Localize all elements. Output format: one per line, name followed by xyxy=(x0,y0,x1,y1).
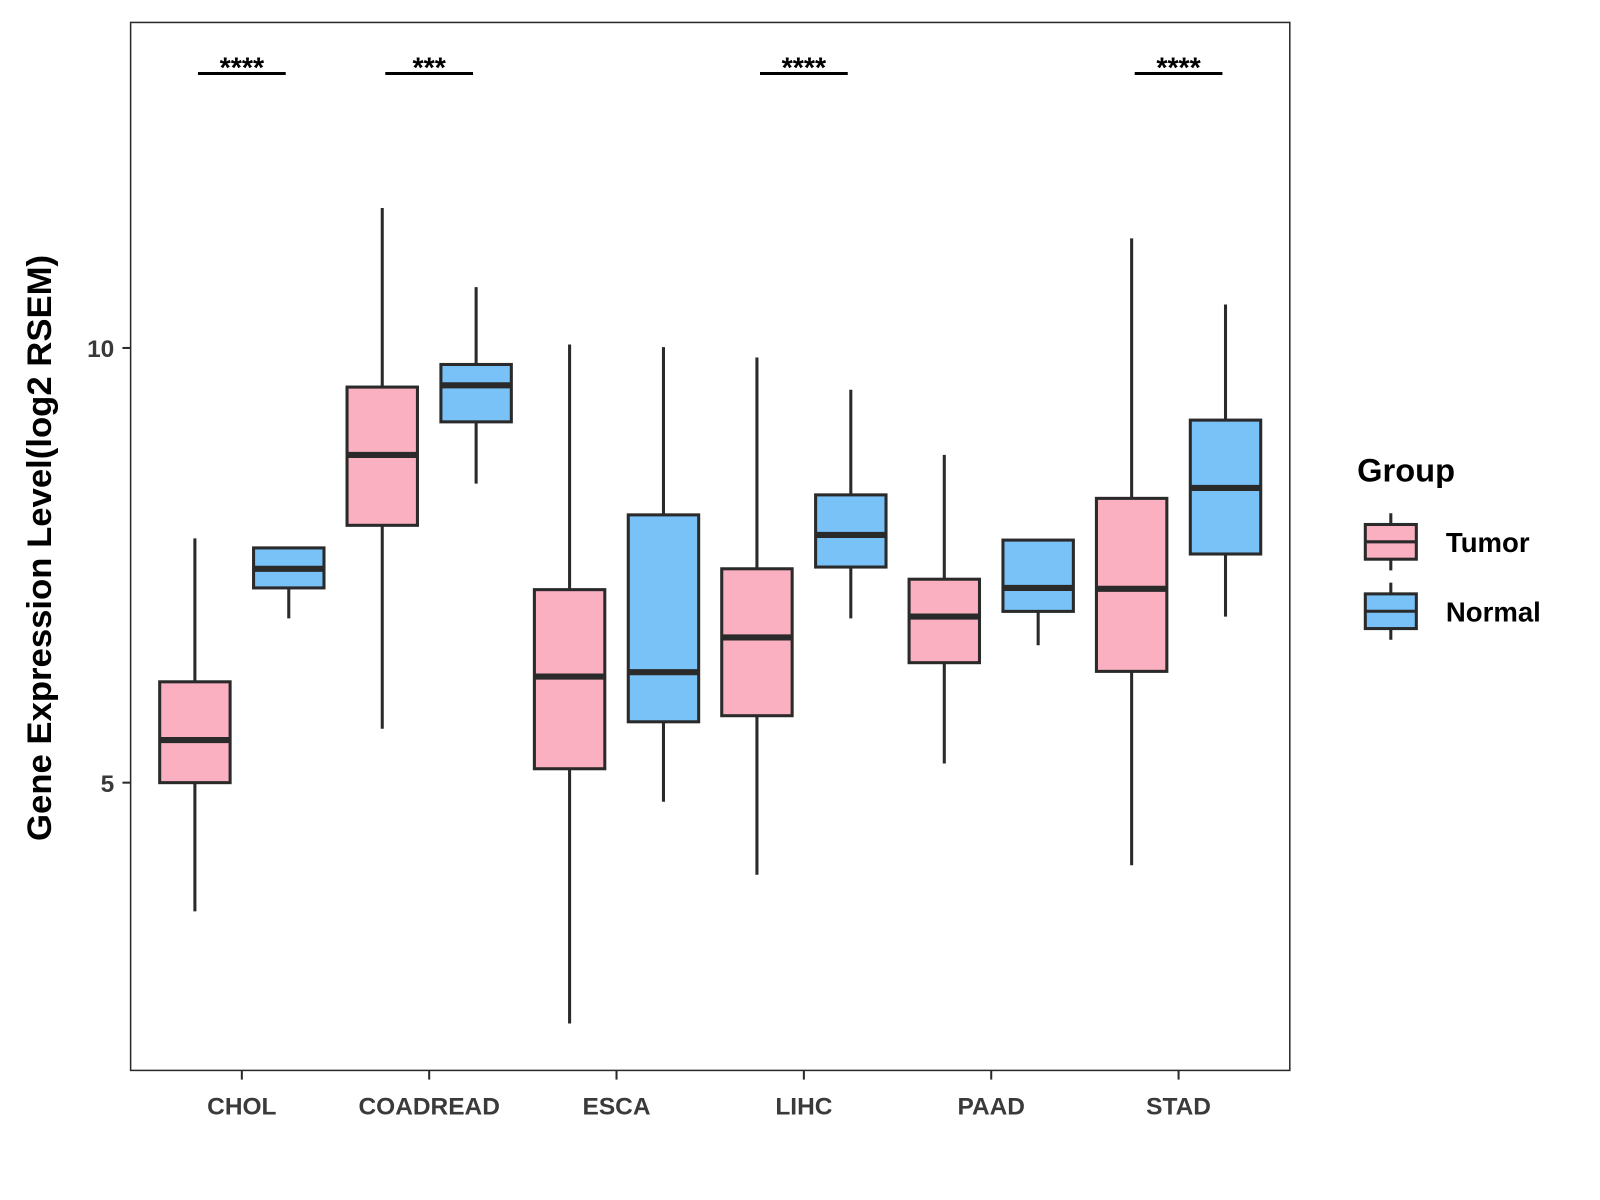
x-tick-label: CHOL xyxy=(207,1093,276,1120)
y-tick-label: 10 xyxy=(87,336,114,363)
significance-label: *** xyxy=(413,53,447,85)
box-normal-paad xyxy=(1001,538,1075,613)
legend-label-tumor: Tumor xyxy=(1446,527,1530,558)
x-tick-label: COADREAD xyxy=(358,1093,499,1120)
significance-label: **** xyxy=(782,53,827,85)
x-tick-label: LIHC xyxy=(775,1093,832,1120)
box-tumor-chol xyxy=(158,680,232,785)
x-tick-label: ESCA xyxy=(583,1093,651,1120)
box-tumor-paad xyxy=(907,577,982,665)
box-normal-esca xyxy=(626,513,701,724)
box-tumor-lihc xyxy=(720,567,794,718)
legend-label-normal: Normal xyxy=(1446,596,1541,627)
box-normal-lihc xyxy=(814,493,888,569)
y-tick-label: 5 xyxy=(101,771,115,798)
x-tick-label: STAD xyxy=(1146,1093,1211,1120)
y-axis-label: Gene Expression Level(log2 RSEM) xyxy=(21,255,59,841)
legend: Group Tumor Normal xyxy=(1357,452,1541,640)
x-tick-label: PAAD xyxy=(957,1093,1025,1120)
box-tumor-stad xyxy=(1094,496,1169,673)
box-normal-coadread xyxy=(439,362,513,424)
significance-label: **** xyxy=(1156,53,1201,85)
significance-label: **** xyxy=(220,53,265,85)
legend-title: Group xyxy=(1357,452,1455,489)
